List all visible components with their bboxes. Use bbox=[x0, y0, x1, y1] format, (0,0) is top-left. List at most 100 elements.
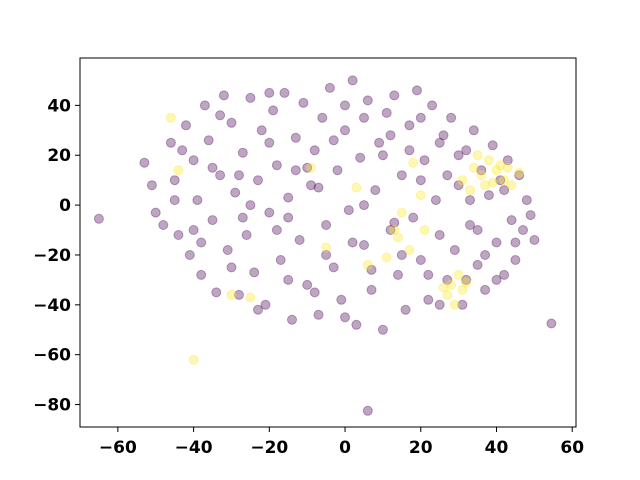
scatter-point-class-0 bbox=[283, 274, 294, 285]
scatter-point-class-0 bbox=[260, 299, 271, 310]
scatter-point-class-1 bbox=[306, 162, 316, 173]
scatter-point-class-1 bbox=[408, 157, 419, 168]
x-tick-label: −40 bbox=[175, 438, 213, 458]
scatter-point-class-0 bbox=[499, 185, 510, 196]
scatter-point-class-0 bbox=[389, 217, 400, 228]
scatter-point-class-0 bbox=[404, 120, 415, 131]
points-layer bbox=[93, 75, 557, 416]
scatter-point-class-0 bbox=[442, 170, 453, 181]
scatter-point-class-1 bbox=[321, 242, 332, 253]
x-tick-label: 40 bbox=[485, 438, 509, 458]
scatter-point-class-0 bbox=[351, 319, 362, 330]
x-tick-label: −60 bbox=[99, 438, 137, 458]
scatter-point-class-0 bbox=[184, 250, 195, 260]
scatter-point-class-0 bbox=[480, 284, 491, 295]
y-axis: −80 −60 −40 −20 0 20 40 bbox=[33, 96, 80, 416]
scatter-point-class-0 bbox=[396, 250, 407, 260]
plot-frame bbox=[79, 57, 577, 428]
scatter-point-class-0 bbox=[419, 155, 430, 166]
scatter-point-class-1 bbox=[468, 162, 479, 173]
scatter-point-class-0 bbox=[207, 162, 218, 173]
scatter-point-class-0 bbox=[502, 155, 513, 166]
scatter-point-class-0 bbox=[317, 112, 328, 123]
scatter-point-class-0 bbox=[275, 255, 286, 265]
scatter-point-class-0 bbox=[237, 212, 248, 223]
y-tick-label: 0 bbox=[59, 196, 71, 216]
scatter-point-class-0 bbox=[359, 240, 369, 250]
scatter-point-class-1 bbox=[381, 252, 392, 263]
scatter-point-class-0 bbox=[196, 237, 207, 248]
y-tick-label: 20 bbox=[47, 146, 71, 166]
scatter-point-class-0 bbox=[434, 299, 445, 310]
scatter-point-class-0 bbox=[234, 289, 244, 300]
scatter-point-class-1 bbox=[457, 284, 468, 295]
scatter-point-class-1 bbox=[499, 175, 510, 186]
scatter-point-class-1 bbox=[480, 180, 491, 191]
scatter-point-class-0 bbox=[218, 90, 229, 101]
scatter-point-class-0 bbox=[377, 150, 388, 161]
scatter-point-class-0 bbox=[264, 137, 275, 148]
scatter-point-class-0 bbox=[196, 269, 207, 280]
scatter-point-class-0 bbox=[461, 145, 472, 156]
scatter-point-class-1 bbox=[442, 289, 453, 300]
scatter-point-class-0 bbox=[465, 195, 475, 206]
scatter-point-class-1 bbox=[393, 232, 403, 243]
scatter-point-class-1 bbox=[465, 185, 475, 196]
scatter-point-class-0 bbox=[173, 230, 184, 240]
scatter-point-class-0 bbox=[506, 215, 517, 226]
scatter-point-class-0 bbox=[525, 210, 536, 221]
scatter-point-class-0 bbox=[366, 284, 377, 295]
scatter-point-class-0 bbox=[222, 245, 233, 255]
scatter-point-class-0 bbox=[415, 255, 426, 265]
x-tick-label: −20 bbox=[250, 438, 288, 458]
scatter-point-class-0 bbox=[381, 107, 392, 118]
scatter-point-class-0 bbox=[283, 192, 294, 203]
scatter-point-class-0 bbox=[313, 182, 324, 193]
scatter-point-class-0 bbox=[298, 97, 309, 108]
scatter-point-class-0 bbox=[158, 220, 169, 230]
scatter-point-class-0 bbox=[476, 165, 487, 176]
scatter-point-class-0 bbox=[408, 212, 419, 223]
x-tick-label: 0 bbox=[339, 438, 351, 458]
scatter-point-class-0 bbox=[461, 274, 472, 285]
scatter-point-class-1 bbox=[491, 165, 502, 176]
scatter-point-class-0 bbox=[491, 274, 502, 285]
scatter-point-class-1 bbox=[415, 190, 426, 201]
scatter-point-class-1 bbox=[487, 177, 498, 188]
scatter-point-class-0 bbox=[499, 269, 510, 280]
scatter-point-class-0 bbox=[483, 190, 494, 201]
scatter-point-class-1 bbox=[472, 150, 483, 161]
scatter-point-class-0 bbox=[385, 130, 396, 141]
scatter-point-class-0 bbox=[355, 152, 366, 163]
scatter-point-class-0 bbox=[472, 225, 483, 235]
scatter-point-class-0 bbox=[366, 264, 377, 275]
scatter-point-class-1 bbox=[173, 165, 184, 176]
x-tick-label: 20 bbox=[409, 438, 433, 458]
scatter-point-class-0 bbox=[253, 304, 263, 315]
scatter-point-class-0 bbox=[234, 170, 244, 181]
scatter-point-class-0 bbox=[256, 125, 267, 136]
scatter-point-class-0 bbox=[396, 170, 407, 181]
scatter-point-class-0 bbox=[359, 200, 369, 211]
scatter-point-class-0 bbox=[415, 175, 426, 186]
scatter-point-class-0 bbox=[188, 155, 199, 166]
scatter-point-class-0 bbox=[495, 175, 506, 186]
scatter-point-class-0 bbox=[188, 225, 199, 235]
scatter-point-class-0 bbox=[253, 175, 263, 186]
scatter-point-class-0 bbox=[146, 180, 157, 191]
scatter-point-class-0 bbox=[271, 160, 282, 171]
scatter-point-class-0 bbox=[359, 112, 369, 123]
scatter-point-class-0 bbox=[169, 175, 180, 186]
x-axis: −60 −40 −20 0 20 40 60 bbox=[99, 427, 584, 458]
scatter-point-class-0 bbox=[309, 287, 320, 298]
scatter-point-class-0 bbox=[226, 262, 237, 273]
scatter-point-class-1 bbox=[404, 245, 415, 255]
scatter-point-class-0 bbox=[165, 137, 176, 148]
scatter-point-class-0 bbox=[169, 195, 180, 206]
scatter-point-class-1 bbox=[483, 155, 494, 166]
scatter-point-class-0 bbox=[510, 237, 521, 248]
scatter-point-class-1 bbox=[502, 162, 513, 173]
scatter-point-class-0 bbox=[521, 195, 532, 206]
scatter-point-class-0 bbox=[343, 205, 354, 216]
scatter-point-class-0 bbox=[446, 112, 457, 123]
